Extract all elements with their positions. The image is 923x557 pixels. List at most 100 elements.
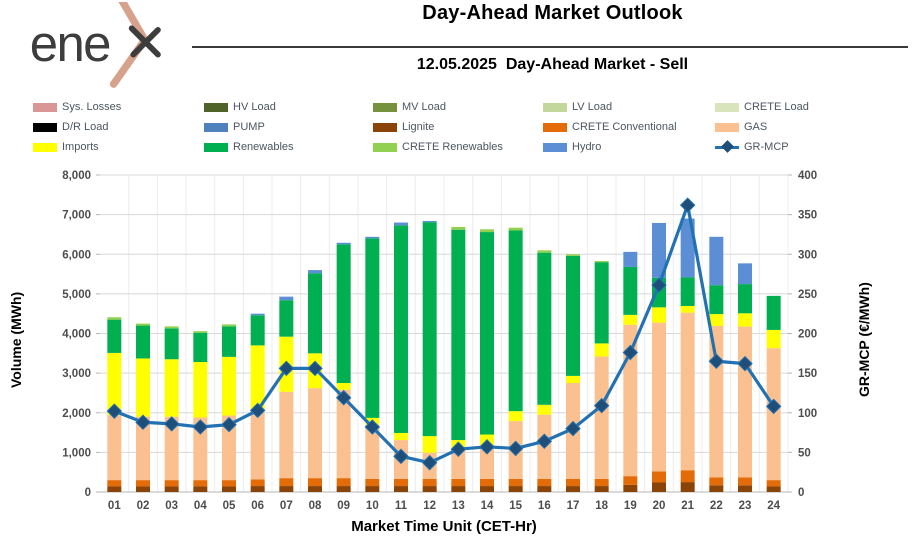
legend-item-hydro: Hydro xyxy=(543,140,601,154)
bar-segment-crete-conventional-h21 xyxy=(680,470,695,483)
bar-segment-imports-h21 xyxy=(680,306,695,313)
legend-item-crete-conventional: CRETE Conventional xyxy=(543,120,677,134)
gr-mcp-marker-h07 xyxy=(278,360,295,377)
legend-item-label: Imports xyxy=(62,141,99,153)
bar-segment-crete-conventional-h13 xyxy=(451,478,466,487)
bar-segment-renewables-h03 xyxy=(164,328,179,360)
bar-segment-gas-h01 xyxy=(107,415,122,481)
gr-mcp-marker-h15 xyxy=(507,440,524,457)
legend-item-label: PUMP xyxy=(233,121,265,133)
gr-mcp-marker-h02 xyxy=(135,414,151,431)
bar-segment-crete-renewables-h17 xyxy=(566,254,580,256)
bar-segment-lignite-h23 xyxy=(738,485,752,492)
legend-item-mv-load: MV Load xyxy=(373,100,446,114)
x-tick-label: 06 xyxy=(251,500,264,512)
gr-mcp-marker-h24 xyxy=(765,398,782,415)
legend-item-imports: Imports xyxy=(33,140,99,154)
page-subtitle: 12.05.2025 Day-Ahead Market - Sell xyxy=(416,56,689,73)
legend-swatch xyxy=(33,102,57,112)
bar-segment-crete-renewables-h16 xyxy=(537,250,552,253)
bar-segment-hydro-h21 xyxy=(680,218,695,278)
bar-segment-lignite-h01 xyxy=(107,486,122,492)
legend-item-dr-load: D/R Load xyxy=(33,120,108,134)
bar-segment-renewables-h08 xyxy=(308,273,322,354)
enex-logo: ene xyxy=(30,2,161,88)
bar-segment-gas-h21 xyxy=(680,312,695,471)
bar-segment-crete-conventional-h16 xyxy=(537,478,552,487)
bar-segment-crete-conventional-h05 xyxy=(222,480,236,487)
legend-item-label: GR-MCP xyxy=(744,141,789,153)
legend-swatch xyxy=(373,102,397,112)
bar-segment-gas-h10 xyxy=(365,424,380,479)
bar-segment-crete-conventional-h08 xyxy=(308,478,322,487)
legend-swatch xyxy=(33,142,57,152)
legend-item-pump: PUMP xyxy=(204,120,265,134)
legend-item-label: HV Load xyxy=(233,101,276,113)
bar-segment-gas-h14 xyxy=(480,446,494,479)
bar-segment-gas-h06 xyxy=(250,409,265,480)
bar-segment-imports-h15 xyxy=(508,411,523,422)
bar-segment-crete-conventional-h19 xyxy=(623,476,638,485)
right-tick-label: 0 xyxy=(798,487,804,499)
x-tick-label: 11 xyxy=(395,500,408,512)
bar-segment-renewables-h09 xyxy=(336,244,351,384)
bar-segment-renewables-h17 xyxy=(566,255,580,376)
bar-segment-lignite-h06 xyxy=(250,486,265,492)
bar-segment-gas-h04 xyxy=(193,417,208,481)
gr-mcp-marker-h21 xyxy=(679,197,696,213)
right-tick-label: 250 xyxy=(798,289,817,301)
bar-segment-renewables-h21 xyxy=(680,277,695,307)
left-tick-label: 5,000 xyxy=(62,289,91,301)
x-tick-label: 18 xyxy=(595,500,608,512)
bar-segment-imports-h17 xyxy=(566,375,580,384)
right-tick-label: 50 xyxy=(798,447,811,459)
bar-segment-hydro-h20 xyxy=(652,222,666,278)
bar-segment-crete-conventional-h20 xyxy=(652,471,666,483)
bar-segment-renewables-h18 xyxy=(594,262,609,344)
bar-segment-imports-h02 xyxy=(136,358,150,417)
legend-item-label: D/R Load xyxy=(62,121,109,133)
bar-segment-crete-conventional-h18 xyxy=(594,478,609,487)
bar-segment-imports-h18 xyxy=(594,343,609,357)
gr-mcp-marker-h08 xyxy=(307,360,323,377)
gr-mcp-marker-h17 xyxy=(565,420,581,437)
bar-segment-imports-h03 xyxy=(164,359,179,417)
gr-mcp-marker-h13 xyxy=(450,441,467,457)
legend-swatch xyxy=(204,102,228,112)
bar-segment-gas-h13 xyxy=(451,449,466,479)
gr-mcp-marker-h16 xyxy=(536,433,553,450)
bar-segment-lignite-h21 xyxy=(680,482,695,492)
bar-segment-crete-conventional-h07 xyxy=(279,478,294,487)
bar-segment-lignite-h20 xyxy=(652,482,666,492)
legend-item-gr-mcp: GR-MCP xyxy=(715,140,789,154)
legend-item-label: CRETE Conventional xyxy=(572,121,677,133)
bar-segment-renewables-h14 xyxy=(480,232,494,435)
legend-swatch xyxy=(204,122,228,132)
bar-segment-lignite-h15 xyxy=(508,486,523,492)
legend-item-crete-load: CRETE Load xyxy=(715,100,809,114)
right-tick-label: 350 xyxy=(798,210,817,222)
left-tick-label: 3,000 xyxy=(62,368,91,380)
legend-swatch xyxy=(543,122,567,132)
bar-segment-lignite-h09 xyxy=(336,486,351,492)
gr-mcp-marker-h22 xyxy=(708,353,725,370)
legend-item-label: CRETE Renewables xyxy=(402,141,503,153)
x-tick-label: 13 xyxy=(452,500,465,512)
bar-segment-lignite-h24 xyxy=(766,486,781,492)
legend-item-sys-losses: Sys. Losses xyxy=(33,100,121,114)
x-tick-label: 21 xyxy=(681,500,694,512)
bar-segment-lignite-h02 xyxy=(136,486,150,492)
bar-segment-hydro-h23 xyxy=(738,263,752,285)
bar-segment-lignite-h16 xyxy=(537,486,552,492)
bar-segment-crete-renewables-h05 xyxy=(222,324,236,327)
bar-segment-crete-conventional-h01 xyxy=(107,480,122,487)
left-tick-label: 4,000 xyxy=(62,329,91,341)
bar-segment-lignite-h03 xyxy=(164,486,179,492)
bar-segment-imports-h16 xyxy=(537,404,552,415)
legend-item-lignite: Lignite xyxy=(373,120,434,134)
bar-segment-lignite-h14 xyxy=(480,486,494,492)
gr-mcp-marker-h18 xyxy=(593,397,610,414)
bar-segment-imports-h23 xyxy=(738,313,752,327)
legend-item-label: Sys. Losses xyxy=(62,101,122,113)
